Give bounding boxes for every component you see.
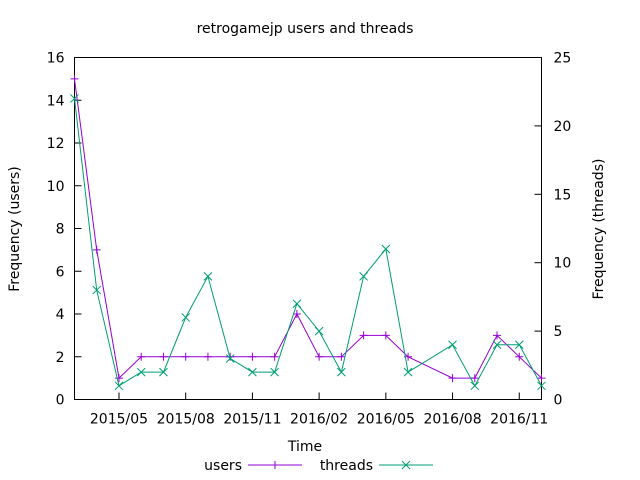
data-point-threads bbox=[292, 299, 302, 309]
data-point-users bbox=[92, 245, 101, 254]
data-point-users bbox=[337, 352, 346, 361]
data-point-users bbox=[448, 374, 457, 383]
data-point-threads bbox=[403, 367, 413, 377]
data-point-threads bbox=[114, 381, 124, 391]
y-axis-label: Frequency (users) bbox=[7, 166, 23, 292]
data-point-threads bbox=[492, 340, 502, 350]
legend-marker-users bbox=[271, 461, 279, 469]
data-point-users bbox=[203, 352, 212, 361]
data-point-threads bbox=[92, 285, 102, 295]
data-point-threads bbox=[70, 94, 79, 103]
x-tick-label: 2016/02 bbox=[290, 412, 348, 428]
x-tick-label: 2015/08 bbox=[157, 412, 215, 428]
data-point-users bbox=[181, 352, 190, 361]
data-point-users bbox=[515, 352, 524, 361]
legend-label-users: users bbox=[204, 458, 242, 474]
data-point-threads bbox=[537, 381, 546, 391]
x-tick-label: 2015/05 bbox=[90, 412, 148, 428]
legend: users threads bbox=[204, 458, 433, 474]
data-point-users bbox=[359, 331, 368, 340]
y2-tick-label: 20 bbox=[554, 119, 572, 135]
data-point-threads bbox=[448, 340, 457, 350]
y-tick-label: 12 bbox=[47, 136, 65, 152]
series-layer bbox=[70, 74, 546, 391]
chart-title: retrogamejp users and threads bbox=[197, 21, 414, 37]
y-tick-label: 8 bbox=[56, 222, 65, 238]
data-point-users bbox=[159, 352, 168, 361]
data-point-users bbox=[114, 374, 123, 383]
y-tick-label: 6 bbox=[56, 264, 65, 280]
data-point-users bbox=[537, 374, 546, 383]
legend-marker-threads bbox=[401, 460, 411, 470]
y2-tick-label: 25 bbox=[554, 51, 572, 67]
y-tick-label: 16 bbox=[47, 51, 65, 67]
x-tick-label: 2015/11 bbox=[223, 412, 281, 428]
y2-tick-label: 5 bbox=[554, 324, 563, 340]
series-line-users bbox=[74, 78, 542, 380]
data-point-threads bbox=[225, 354, 235, 363]
y-tick-label: 2 bbox=[56, 350, 65, 366]
data-point-users bbox=[315, 352, 324, 361]
data-point-users bbox=[248, 352, 257, 361]
data-point-threads bbox=[181, 313, 191, 322]
data-point-threads bbox=[314, 326, 324, 336]
data-point-threads bbox=[470, 381, 480, 391]
y2-tick-label: 0 bbox=[554, 393, 563, 409]
x-tick-label: 2016/08 bbox=[423, 412, 481, 428]
data-point-threads bbox=[136, 367, 146, 377]
data-point-threads bbox=[203, 272, 213, 281]
y-tick-label: 4 bbox=[56, 307, 65, 323]
data-point-users bbox=[381, 331, 390, 340]
series-line-threads bbox=[74, 98, 542, 387]
data-point-threads bbox=[359, 272, 368, 281]
data-point-users bbox=[470, 374, 479, 383]
x-axis-label: Time bbox=[287, 439, 322, 455]
y-tick-label: 14 bbox=[47, 93, 65, 109]
data-point-users bbox=[270, 352, 279, 361]
y2-tick-label: 15 bbox=[554, 187, 572, 203]
data-point-threads bbox=[270, 367, 279, 377]
data-point-users bbox=[137, 352, 146, 361]
y-tick-label: 10 bbox=[47, 179, 65, 195]
x-tick-label: 2016/05 bbox=[357, 412, 415, 428]
data-point-users bbox=[493, 331, 502, 340]
data-point-threads bbox=[381, 244, 391, 254]
y-tick-label: 0 bbox=[56, 393, 65, 409]
data-point-users bbox=[292, 310, 301, 318]
data-point-threads bbox=[248, 367, 257, 377]
y2-tick-label: 10 bbox=[554, 256, 572, 272]
x-tick-label: 2016/11 bbox=[490, 412, 548, 428]
data-point-threads bbox=[514, 340, 524, 350]
data-point-threads bbox=[337, 367, 346, 377]
axes: 0 2 4 6 8 10 12 14 16 0 5 10 15 20 25 2015/05 2015/08 201… bbox=[47, 51, 572, 428]
y2-axis-label: Frequency (threads) bbox=[591, 159, 607, 300]
legend-label-threads: threads bbox=[320, 458, 373, 474]
data-point-threads bbox=[159, 367, 168, 377]
data-point-users bbox=[70, 74, 79, 83]
plot-border bbox=[74, 57, 542, 400]
